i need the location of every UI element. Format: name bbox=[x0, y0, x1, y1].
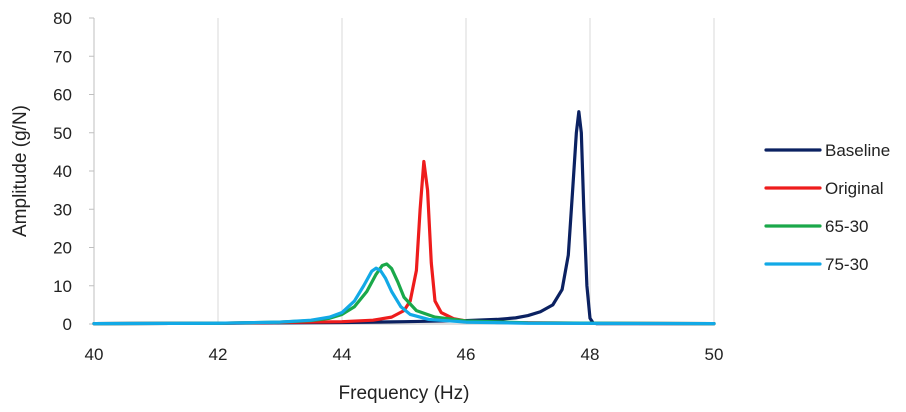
series-lines bbox=[94, 112, 714, 324]
grid bbox=[218, 18, 714, 324]
legend-label-65-30: 65-30 bbox=[825, 217, 868, 236]
legend: Baseline Original 65-30 75-30 bbox=[766, 141, 890, 274]
y-axis-ticks: 0 10 20 30 40 50 60 70 80 bbox=[53, 9, 94, 334]
legend-label-75-30: 75-30 bbox=[825, 255, 868, 274]
y-tick-label: 50 bbox=[53, 124, 72, 143]
y-tick-label: 60 bbox=[53, 86, 72, 105]
x-tick-label: 44 bbox=[333, 345, 352, 364]
x-tick-label: 48 bbox=[581, 345, 600, 364]
x-tick-label: 40 bbox=[85, 345, 104, 364]
y-tick-label: 20 bbox=[53, 239, 72, 258]
y-axis-title: Amplitude (g/N) bbox=[10, 105, 31, 237]
y-tick-label: 80 bbox=[53, 9, 72, 28]
series-line-baseline bbox=[94, 112, 714, 324]
x-tick-label: 50 bbox=[705, 345, 724, 364]
x-tick-label: 42 bbox=[209, 345, 228, 364]
y-tick-label: 70 bbox=[53, 47, 72, 66]
y-tick-label: 30 bbox=[53, 200, 72, 219]
x-axis-ticks: 40 42 44 46 48 50 bbox=[85, 345, 724, 364]
y-tick-label: 10 bbox=[53, 277, 72, 296]
x-axis-title: Frequency (Hz) bbox=[339, 383, 470, 404]
series-line-65-30 bbox=[94, 264, 714, 324]
legend-label-baseline: Baseline bbox=[825, 141, 890, 160]
y-tick-label: 0 bbox=[63, 315, 72, 334]
y-tick-label: 40 bbox=[53, 162, 72, 181]
x-tick-label: 46 bbox=[457, 345, 476, 364]
legend-label-original: Original bbox=[825, 179, 884, 198]
